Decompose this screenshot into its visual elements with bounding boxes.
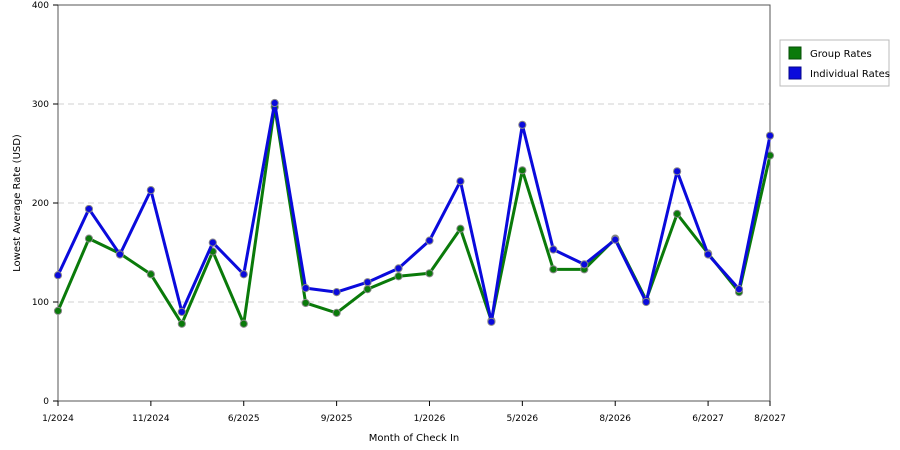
data-point-individual-rates bbox=[487, 317, 496, 326]
x-tick-label: 8/2026 bbox=[599, 414, 631, 424]
data-point-group-rates bbox=[146, 270, 155, 279]
data-point-group-rates bbox=[301, 298, 310, 308]
y-axis-title: Lowest Average Rate (USD) bbox=[12, 134, 23, 272]
x-tick-label: 6/2025 bbox=[228, 414, 260, 424]
x-tick-label: 11/2024 bbox=[132, 414, 170, 424]
series-line-group-rates bbox=[56, 105, 772, 326]
data-point-individual-rates bbox=[84, 204, 94, 214]
data-point-group-rates bbox=[332, 308, 341, 317]
series-line-individual-rates bbox=[56, 101, 772, 324]
data-point-group-rates bbox=[53, 306, 63, 316]
data-point-group-rates bbox=[363, 285, 372, 294]
data-point-individual-rates bbox=[642, 297, 651, 307]
x-axis-title: Month of Check In bbox=[369, 433, 460, 444]
legend-swatch-individual-rates bbox=[788, 66, 802, 80]
y-tick-label: 0 bbox=[43, 397, 49, 407]
x-tick-label: 5/2026 bbox=[507, 414, 539, 424]
data-point-group-rates bbox=[673, 209, 682, 218]
x-tick-label: 9/2025 bbox=[321, 414, 353, 424]
data-point-individual-rates bbox=[332, 288, 341, 297]
y-tick-label: 200 bbox=[32, 199, 49, 209]
data-point-individual-rates bbox=[394, 264, 403, 273]
legend: Group Rates Individual Rates bbox=[779, 39, 890, 87]
y-tick-label: 400 bbox=[32, 1, 49, 11]
data-point-individual-rates bbox=[703, 250, 713, 259]
data-point-individual-rates bbox=[456, 177, 465, 186]
data-point-individual-rates bbox=[239, 270, 248, 279]
legend-swatch-group-rates bbox=[788, 46, 802, 60]
x-tick-label: 6/2027 bbox=[692, 414, 724, 424]
legend-label-individual-rates: Individual Rates bbox=[810, 69, 890, 80]
data-point-individual-rates bbox=[734, 285, 744, 294]
data-point-group-rates bbox=[239, 319, 248, 328]
data-point-individual-rates bbox=[53, 271, 63, 280]
data-point-individual-rates bbox=[270, 98, 279, 108]
data-point-individual-rates bbox=[611, 235, 620, 244]
data-point-group-rates bbox=[549, 265, 558, 274]
data-point-individual-rates bbox=[765, 131, 775, 140]
x-axis: 1/2024 11/2024 6/2025 9/2025 1/2026 5/2026 8/2… bbox=[42, 401, 786, 424]
data-point-individual-rates bbox=[177, 307, 186, 316]
y-tick-label: 100 bbox=[32, 298, 49, 308]
data-point-individual-rates bbox=[301, 284, 310, 293]
x-tick-label: 1/2026 bbox=[414, 414, 446, 424]
data-point-individual-rates bbox=[518, 120, 527, 129]
data-point-individual-rates bbox=[208, 238, 217, 247]
x-tick-label: 1/2024 bbox=[42, 414, 74, 424]
y-tick-label: 300 bbox=[32, 100, 49, 110]
y-axis: 0 100 200 300 400 bbox=[32, 1, 58, 407]
data-point-group-rates bbox=[84, 234, 94, 243]
data-point-group-rates bbox=[425, 269, 434, 278]
data-point-individual-rates bbox=[549, 245, 558, 254]
data-point-group-rates bbox=[456, 224, 465, 233]
data-point-individual-rates bbox=[580, 260, 589, 269]
data-point-group-rates bbox=[177, 319, 186, 328]
data-point-individual-rates bbox=[115, 250, 125, 259]
data-point-individual-rates bbox=[425, 236, 434, 245]
data-point-group-rates bbox=[394, 272, 403, 281]
data-point-individual-rates bbox=[146, 186, 155, 195]
data-point-individual-rates bbox=[363, 278, 372, 287]
series-lines bbox=[53, 98, 775, 328]
data-point-group-rates bbox=[518, 166, 527, 175]
x-tick-label: 8/2027 bbox=[754, 414, 786, 424]
gridlines bbox=[58, 103, 770, 303]
legend-label-group-rates: Group Rates bbox=[810, 49, 872, 60]
data-point-individual-rates bbox=[673, 167, 682, 176]
